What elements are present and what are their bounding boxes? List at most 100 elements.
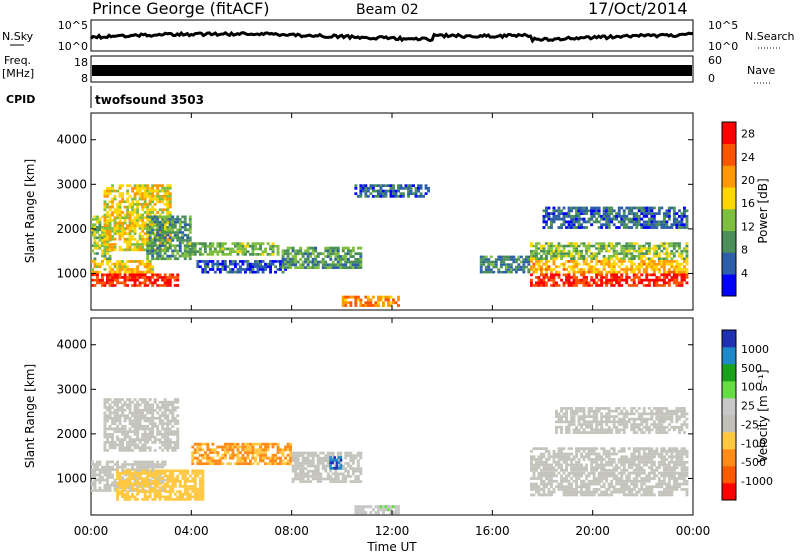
data-cell: [188, 254, 192, 258]
data-cell: [171, 477, 175, 480]
data-cell: [148, 478, 152, 482]
data-cell: [560, 226, 563, 229]
data-cell: [161, 469, 165, 473]
data-cell: [171, 479, 175, 483]
data-cell: [610, 209, 614, 213]
data-cell: [151, 411, 155, 415]
data-cell: [161, 218, 165, 221]
data-cell: [166, 427, 170, 431]
data-cell: [106, 211, 109, 214]
data-cell: [607, 217, 611, 221]
y-tick-label: 2000: [56, 222, 87, 236]
data-cell: [274, 453, 277, 457]
data-cell: [680, 215, 684, 218]
data-cell: [166, 184, 170, 187]
data-cell: [577, 278, 581, 282]
data-cell: [567, 252, 571, 255]
data-cell: [640, 226, 644, 229]
data-cell: [133, 281, 137, 285]
data-cell: [597, 212, 601, 215]
data-cell: [397, 511, 400, 515]
data-cell: [108, 416, 112, 420]
data-cell: [562, 265, 566, 269]
data-cell: [191, 487, 195, 491]
data-cell: [101, 273, 104, 277]
data-cell: [334, 257, 338, 261]
data-cell: [542, 257, 546, 260]
data-cell: [121, 197, 124, 201]
data-cell: [607, 458, 611, 461]
data-cell: [183, 482, 187, 486]
data-cell: [637, 278, 641, 282]
data-cell: [612, 217, 616, 221]
data-cell: [158, 197, 162, 201]
data-cell: [113, 195, 117, 198]
data-cell: [176, 498, 180, 501]
data-cell: [91, 223, 94, 226]
data-cell: [387, 184, 390, 187]
data-cell: [575, 260, 578, 263]
data-cell: [173, 433, 177, 436]
data-cell: [126, 227, 129, 230]
data-cell: [153, 441, 157, 444]
data-cell: [136, 474, 140, 478]
data-cell: [404, 187, 408, 190]
data-cell: [176, 249, 180, 253]
data-cell: [590, 463, 594, 467]
data-cell: [128, 221, 132, 225]
data-cell: [289, 462, 293, 466]
data-cell: [637, 452, 641, 456]
data-cell: [637, 217, 641, 221]
data-cell: [126, 232, 129, 236]
data-cell: [620, 469, 624, 472]
data-cell: [610, 479, 614, 483]
data-cell: [146, 215, 150, 219]
data-cell: [602, 452, 606, 456]
data-cell: [168, 235, 172, 238]
data-cell: [562, 268, 566, 271]
data-cell: [552, 281, 556, 285]
data-cell: [311, 459, 315, 463]
data-cell: [234, 250, 237, 253]
data-cell: [580, 206, 583, 210]
data-cell: [351, 454, 355, 457]
data-cell: [163, 244, 167, 247]
data-cell: [284, 252, 287, 256]
data-cell: [652, 268, 656, 271]
data-cell: [279, 459, 282, 463]
data-cell: [329, 246, 333, 250]
data-cell: [645, 220, 649, 224]
data-cell: [645, 490, 649, 494]
data-cell: [143, 446, 147, 450]
data-cell: [106, 260, 109, 263]
data-cell: [158, 195, 162, 198]
data-cell: [128, 235, 132, 238]
data-cell: [264, 247, 267, 251]
data-cell: [93, 247, 97, 250]
data-cell: [610, 278, 614, 282]
data-cell: [96, 270, 99, 274]
data-cell: [178, 490, 182, 493]
data-cell: [231, 448, 235, 452]
data-cell: [161, 233, 165, 237]
data-cell: [286, 255, 290, 258]
data-cell: [146, 244, 150, 247]
data-cell: [665, 212, 669, 215]
data-cell: [143, 492, 147, 496]
noise-left-bottom-tick: 10^0: [58, 40, 88, 53]
data-cell: [657, 276, 661, 279]
data-cell: [128, 398, 132, 401]
data-cell: [188, 485, 192, 488]
data-cell: [148, 187, 152, 190]
data-cell: [136, 419, 140, 423]
data-cell: [670, 265, 674, 269]
data-cell: [141, 205, 145, 209]
data-cell: [595, 458, 599, 461]
data-cell: [356, 298, 360, 302]
data-cell: [118, 477, 122, 480]
data-cell: [605, 471, 609, 475]
data-cell: [306, 477, 310, 481]
data-cell: [256, 265, 260, 269]
data-cell: [128, 270, 132, 274]
data-cell: [487, 270, 491, 274]
